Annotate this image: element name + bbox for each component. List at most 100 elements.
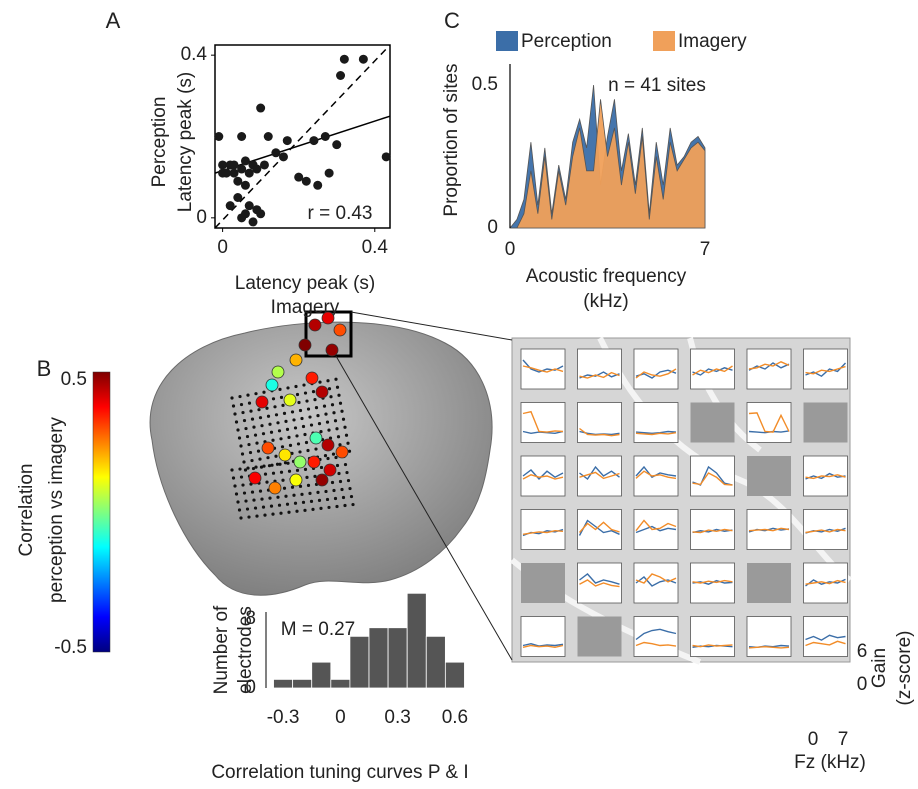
point [240,180,250,190]
electrode-site [294,384,298,389]
electrode-site [259,465,264,469]
electrode-site [334,377,338,381]
electrode-site [241,483,245,487]
electrode-site [244,499,248,503]
electrode-site [309,423,314,427]
electrode-site [277,429,282,433]
point [332,140,342,150]
x-tick-label: 0.3 [384,707,410,728]
electrode [323,463,337,477]
electrode-site [265,480,269,484]
tuning-curve [522,642,564,647]
x-tick-label: 0.4 [362,237,389,258]
tuning-curve [748,645,790,649]
electrode-site [286,461,290,465]
tuning-curve [579,427,620,437]
y-tick-label: 8 [245,608,256,629]
electrode-site [245,434,250,439]
electrode-site [330,403,335,407]
electrode-site [295,509,299,513]
tuning-curve [579,579,620,588]
point [229,168,239,178]
tuning-curve [635,432,677,436]
x-tick-label: 0 [505,239,516,260]
electrode-site [305,399,309,403]
electrode-site [327,387,332,391]
electrode-site [324,489,328,494]
grid-panel-bg [511,337,851,663]
electrode-site [311,507,315,511]
tuning-curve [522,365,564,373]
cell [633,348,679,390]
cell [633,509,679,550]
electrode-site [300,492,304,496]
electrode-site [255,441,259,445]
point [259,160,269,170]
electrode-site [234,492,239,496]
electrode [271,365,285,379]
point [313,180,323,190]
x-tick-label: 0 [808,729,819,750]
electrode-site [266,456,270,460]
electrode-site [247,401,252,405]
electrode-site [306,483,311,487]
electrode-site [297,400,301,405]
electrode-site [230,468,234,472]
electrode-site [316,414,320,418]
electrode [325,343,339,357]
electrode-site [326,379,330,383]
electrode-site [330,480,335,485]
electrode-site [351,502,355,507]
area [510,99,706,229]
electrode-site [250,458,254,463]
electrode-site [270,463,274,467]
electrode-site [278,462,282,466]
electrode-site [309,499,314,503]
electrode-site [267,464,272,468]
electrode-site [317,498,322,502]
electrode-site [249,409,253,413]
electrode-site [331,452,336,456]
electrode-site [344,433,349,437]
point [252,164,262,174]
electrode-site [239,516,243,520]
annotation: M = 0.27 [281,619,355,640]
point [301,176,311,186]
colorbar-tick-label: -0.5 [54,637,87,658]
cell [803,616,848,657]
electrode-site [314,447,318,451]
electrode-site [284,494,288,498]
electrode-site [258,457,262,461]
electrode [308,318,322,332]
tuning-curve [635,519,677,532]
point [233,176,243,186]
electrode-site [327,428,331,432]
electrode-site [287,469,292,473]
tuning-curve [635,470,677,480]
electrode-site [281,478,285,482]
electrode-site [277,503,282,507]
electrode-site [334,455,338,460]
electrode-site [253,433,258,437]
electrode [309,431,323,445]
point [278,152,288,162]
electrode-site [292,493,296,497]
electrode-site [246,393,250,397]
electrode-site [317,422,322,426]
electrode-site [293,426,298,430]
electrode [305,371,319,385]
cell [520,509,566,550]
electrode-site [239,444,243,448]
electrode-site [275,462,280,466]
electrode-site [283,461,288,465]
y-axis-label: Number of [211,605,232,694]
point [358,54,368,64]
electrode-site [287,510,291,514]
electrode-site [244,426,248,431]
tuning-curve [805,474,846,480]
electrode-site [308,491,312,495]
electrode-site [327,505,331,510]
electrode-site [308,415,312,419]
electrode-site [306,407,311,411]
electrode-site [313,398,317,402]
